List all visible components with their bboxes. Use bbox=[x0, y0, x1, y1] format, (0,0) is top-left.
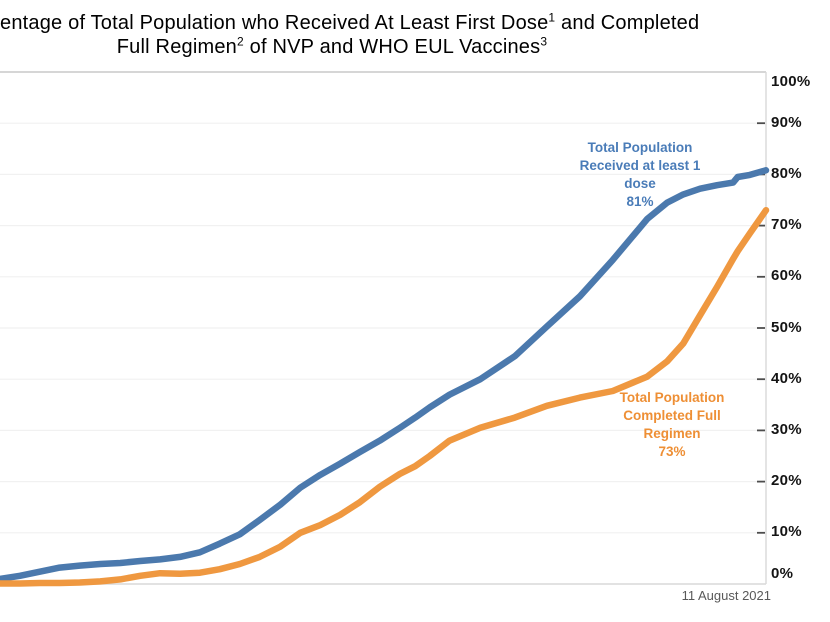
y-axis-label: 20% bbox=[771, 472, 802, 490]
date-label: 11 August 2021 bbox=[681, 588, 771, 603]
annotation-first-dose: Total Population Received at least 1 dos… bbox=[538, 139, 742, 211]
title-segment: of NVP and WHO EUL Vaccines bbox=[243, 36, 541, 58]
title-segment: entage of Total Population who Received … bbox=[0, 12, 549, 34]
title-segment: Full Regimen bbox=[116, 36, 237, 58]
annotation-line: Received at least 1 bbox=[579, 158, 701, 173]
annotation-line: Regimen bbox=[643, 426, 701, 441]
annotation-line: dose bbox=[624, 176, 656, 191]
annotation-value: 73% bbox=[658, 444, 686, 459]
chart-title-line2: Full Regimen2 of NVP and WHO EUL Vaccine… bbox=[0, 34, 664, 59]
y-axis-label: 10% bbox=[771, 523, 802, 541]
y-axis-label: 80% bbox=[771, 164, 802, 182]
y-axis-label: 50% bbox=[771, 318, 802, 336]
annotation-line: Total Population bbox=[587, 140, 693, 155]
annotation-line: Total Population bbox=[619, 390, 725, 405]
y-axis-label: 60% bbox=[771, 267, 802, 285]
chart-title-line1: entage of Total Population who Received … bbox=[0, 10, 700, 35]
y-axis-label: 100% bbox=[771, 73, 811, 90]
series-line-first-dose bbox=[0, 167, 770, 583]
title-superscript-1: 1 bbox=[548, 10, 556, 25]
annotation-value: 81% bbox=[626, 194, 654, 209]
annotation-full-regimen: Total Population Completed Full Regimen … bbox=[570, 389, 774, 461]
y-axis-label: 30% bbox=[771, 420, 802, 438]
y-axis-label: 40% bbox=[771, 369, 802, 387]
title-superscript-2: 2 bbox=[237, 34, 244, 49]
series-line-full-regimen bbox=[0, 206, 770, 587]
annotation-line: Completed Full bbox=[623, 408, 721, 423]
y-axis-label: 90% bbox=[771, 113, 802, 131]
title-segment: and Completed bbox=[555, 12, 700, 34]
y-axis-label: 70% bbox=[771, 216, 802, 234]
title-superscript-3: 3 bbox=[540, 34, 548, 49]
y-axis-label: 0% bbox=[771, 565, 794, 582]
